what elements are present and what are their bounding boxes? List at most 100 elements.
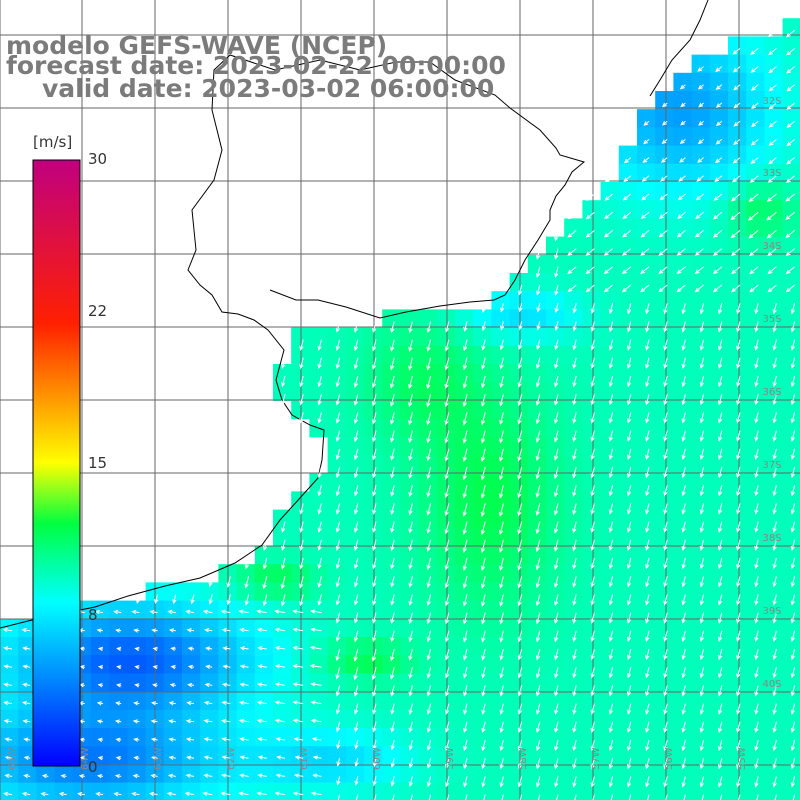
wind-speed-cell <box>564 546 583 565</box>
wind-arrow <box>572 758 577 770</box>
wind-arrow <box>535 630 541 643</box>
wind-arrow <box>772 466 777 479</box>
wind-arrow <box>353 594 359 606</box>
wind-speed-cell <box>327 782 347 800</box>
wind-arrow <box>408 703 413 715</box>
wind-speed-cell <box>691 273 711 292</box>
wind-arrow <box>786 120 795 128</box>
wind-arrow <box>203 718 213 724</box>
wind-arrow <box>517 521 523 535</box>
wind-arrow <box>221 700 231 706</box>
wind-arrow <box>754 739 759 752</box>
wind-speed-cell <box>746 273 765 292</box>
wind-arrow <box>572 485 577 497</box>
wind-arrow <box>22 682 31 687</box>
wind-speed-cell <box>527 691 547 711</box>
wind-arrow <box>353 557 359 570</box>
wind-arrow <box>203 773 213 778</box>
wind-arrow <box>699 430 705 442</box>
wind-speed-cell <box>455 400 474 420</box>
wind-speed-cell <box>309 509 329 529</box>
wind-speed-cell <box>600 582 620 602</box>
wind-speed-cell <box>418 746 438 765</box>
wind-arrow <box>187 664 195 670</box>
wind-speed-cell <box>637 109 656 128</box>
wind-speed-cell <box>546 546 565 565</box>
wind-arrow <box>766 230 777 239</box>
wind-speed-cell <box>473 327 492 347</box>
wind-arrow <box>626 466 632 479</box>
wind-speed-cell <box>491 637 511 656</box>
wind-arrow <box>681 739 686 752</box>
wind-speed-cell <box>109 728 128 747</box>
wind-arrow <box>462 503 468 517</box>
wind-speed-cell <box>564 400 583 420</box>
wind-arrow <box>517 466 523 480</box>
wind-speed-cell <box>491 291 511 310</box>
wind-speed-cell <box>345 564 365 583</box>
wind-arrow <box>499 448 504 462</box>
wind-speed-cell <box>618 455 638 474</box>
wind-speed-cell <box>455 527 474 547</box>
wind-speed-cell <box>418 473 438 492</box>
wind-arrow <box>608 430 614 442</box>
wind-arrow <box>772 303 777 315</box>
wind-speed-cell <box>418 728 438 747</box>
wind-arrow <box>608 667 614 679</box>
wind-arrow <box>590 721 595 734</box>
wind-arrow <box>535 667 541 679</box>
wind-arrow <box>292 627 304 632</box>
wind-speed-cell <box>345 491 365 511</box>
wind-arrow <box>590 703 595 715</box>
wind-speed-cell <box>728 218 747 238</box>
wind-speed-cell <box>455 673 474 693</box>
wind-speed-cell <box>655 291 674 310</box>
wind-arrow <box>444 430 450 444</box>
wind-speed-cell <box>491 345 511 365</box>
wind-arrow <box>608 394 614 406</box>
wind-speed-cell <box>582 637 602 656</box>
wind-speed-cell <box>582 527 602 547</box>
wind-arrow <box>663 703 668 715</box>
wind-speed-cell <box>527 473 547 492</box>
wind-arrow <box>335 685 341 697</box>
wind-speed-cell <box>655 254 674 274</box>
wind-arrow <box>408 576 413 588</box>
wind-speed-cell <box>473 746 492 765</box>
wind-speed-cell <box>345 364 365 383</box>
wind-speed-cell <box>673 145 693 165</box>
wind-speed-cell <box>273 764 292 784</box>
wind-speed-cell <box>782 455 800 474</box>
wind-arrow <box>590 521 595 534</box>
wind-speed-cell <box>673 163 693 183</box>
wind-arrow <box>754 721 759 734</box>
wind-speed-cell <box>309 473 329 492</box>
wind-arrow <box>567 248 577 256</box>
wind-speed-cell <box>109 764 128 784</box>
wind-speed-cell <box>582 273 602 292</box>
wind-arrow <box>257 773 267 778</box>
wind-speed-cell <box>527 764 547 784</box>
wind-arrow <box>444 394 450 408</box>
wind-arrow <box>736 375 741 388</box>
wind-speed-cell <box>400 746 420 765</box>
wind-arrow <box>603 248 613 256</box>
wind-speed-cell <box>782 145 800 165</box>
wind-speed-cell <box>728 509 747 529</box>
wind-arrow <box>335 576 341 588</box>
wind-speed-cell <box>782 782 800 800</box>
wind-speed-cell <box>764 327 784 347</box>
wind-speed-cell <box>491 673 511 693</box>
wind-arrow <box>645 630 650 643</box>
wind-speed-cell <box>491 618 511 638</box>
wind-arrow <box>663 630 668 643</box>
wind-speed-cell <box>400 600 420 620</box>
wind-arrow <box>736 339 741 351</box>
wind-arrow <box>772 667 777 679</box>
wind-arrow <box>517 739 523 752</box>
wind-arrow <box>96 701 104 706</box>
wind-speed-cell <box>436 436 456 456</box>
wind-speed-cell <box>400 582 420 602</box>
wind-arrow <box>262 594 268 607</box>
wind-arrow <box>238 791 249 796</box>
